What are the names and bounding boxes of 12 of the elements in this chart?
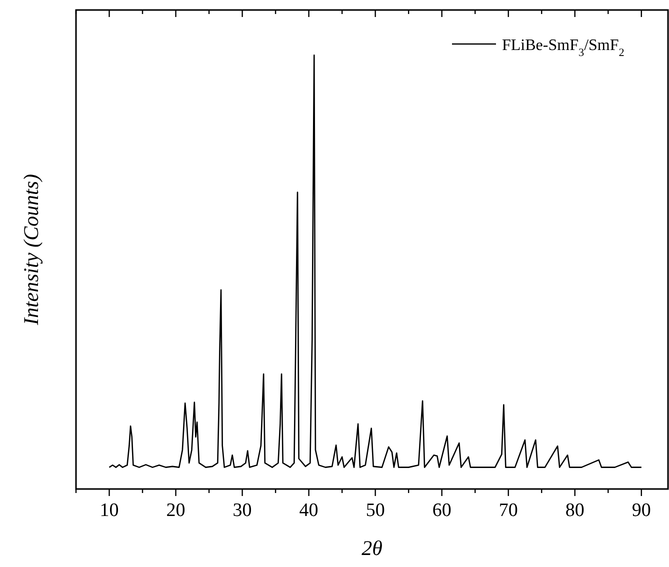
x-tick-label: 60: [432, 500, 452, 521]
x-tick-label: 50: [366, 500, 385, 521]
x-tick-label: 90: [632, 500, 651, 521]
x-tick-label: 30: [232, 500, 252, 521]
x-tick-label: 20: [166, 500, 186, 521]
legend-label: FLiBe-SmF$_{3}$/SmF$_{2}$: [502, 37, 624, 59]
x-axis-title: 2θ: [362, 536, 382, 560]
x-tick-label: 10: [100, 500, 119, 521]
x-tick-label: 40: [299, 500, 318, 521]
y-axis-title: Intensity (Counts): [19, 174, 43, 326]
x-tick-label: 70: [498, 500, 518, 521]
x-tick-label: 80: [565, 500, 584, 521]
